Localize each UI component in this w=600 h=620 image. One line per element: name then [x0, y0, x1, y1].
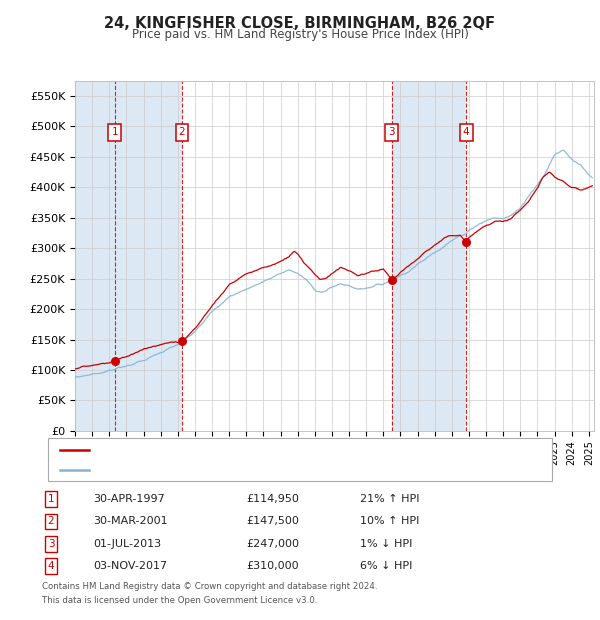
Bar — [392, 81, 466, 431]
Text: Contains HM Land Registry data © Crown copyright and database right 2024.: Contains HM Land Registry data © Crown c… — [42, 582, 377, 591]
Text: 3: 3 — [47, 539, 55, 549]
Text: 1: 1 — [112, 127, 118, 138]
Text: HPI: Average price, detached house, Birmingham: HPI: Average price, detached house, Birm… — [95, 465, 352, 475]
Text: 24, KINGFISHER CLOSE, BIRMINGHAM, B26 2QF (detached house): 24, KINGFISHER CLOSE, BIRMINGHAM, B26 2Q… — [95, 445, 436, 455]
Text: 03-NOV-2017: 03-NOV-2017 — [93, 561, 167, 571]
Text: £114,950: £114,950 — [246, 494, 299, 504]
Text: Price paid vs. HM Land Registry's House Price Index (HPI): Price paid vs. HM Land Registry's House … — [131, 28, 469, 41]
Text: £247,000: £247,000 — [246, 539, 299, 549]
Text: 3: 3 — [389, 127, 395, 138]
Text: 2: 2 — [47, 516, 55, 526]
Text: £310,000: £310,000 — [246, 561, 299, 571]
Bar — [182, 81, 392, 431]
Text: 2: 2 — [179, 127, 185, 138]
Text: This data is licensed under the Open Government Licence v3.0.: This data is licensed under the Open Gov… — [42, 596, 317, 605]
Text: £147,500: £147,500 — [246, 516, 299, 526]
Text: 1% ↓ HPI: 1% ↓ HPI — [360, 539, 412, 549]
Text: 4: 4 — [47, 561, 55, 571]
Text: 1: 1 — [47, 494, 55, 504]
Text: 6% ↓ HPI: 6% ↓ HPI — [360, 561, 412, 571]
Text: 21% ↑ HPI: 21% ↑ HPI — [360, 494, 419, 504]
Text: 30-MAR-2001: 30-MAR-2001 — [93, 516, 167, 526]
Bar — [466, 81, 598, 431]
Text: 01-JUL-2013: 01-JUL-2013 — [93, 539, 161, 549]
Text: 24, KINGFISHER CLOSE, BIRMINGHAM, B26 2QF: 24, KINGFISHER CLOSE, BIRMINGHAM, B26 2Q… — [104, 16, 496, 30]
Text: 4: 4 — [463, 127, 470, 138]
Bar — [75, 81, 115, 431]
Bar — [115, 81, 182, 431]
Text: 10% ↑ HPI: 10% ↑ HPI — [360, 516, 419, 526]
Text: 30-APR-1997: 30-APR-1997 — [93, 494, 165, 504]
